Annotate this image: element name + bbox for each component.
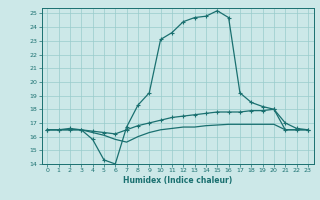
X-axis label: Humidex (Indice chaleur): Humidex (Indice chaleur) [123, 176, 232, 185]
